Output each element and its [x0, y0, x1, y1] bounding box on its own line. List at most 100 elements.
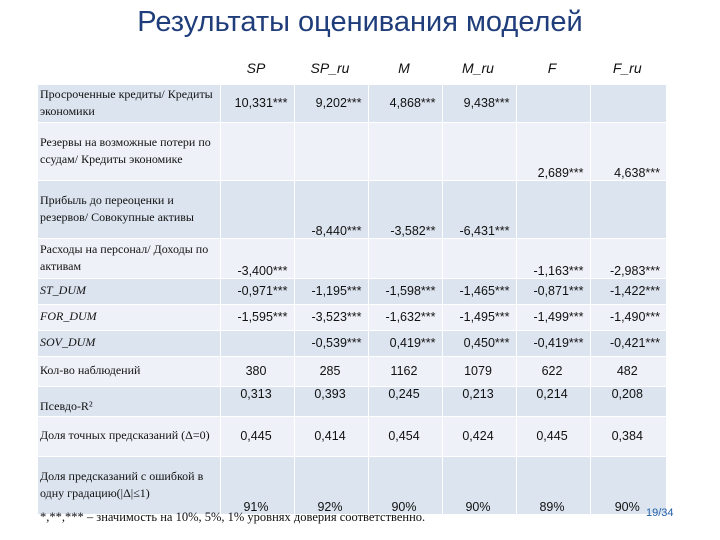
- cell-value: 0,245: [367, 386, 442, 417]
- cell-value: 622: [515, 356, 590, 387]
- col-header-m-ru: M_ru: [441, 52, 516, 85]
- cell-value: [219, 122, 294, 181]
- cell-value: 1079: [441, 356, 516, 387]
- cell-value: 89%: [515, 456, 590, 515]
- cell-value: 4,638***: [589, 122, 666, 181]
- cell-value: [515, 180, 590, 239]
- cell-value: 90%: [367, 456, 442, 515]
- cell-value: 91%: [219, 456, 294, 515]
- cell-value: -1,499***: [515, 304, 590, 331]
- table-row-overdue-loans: Просроченные кредиты/ Кредиты экономики …: [38, 84, 666, 123]
- row-label: FOR_DUM: [38, 304, 220, 331]
- cell-value: -1,422***: [589, 278, 666, 305]
- table-row-observations: Кол-во наблюдений 380 285 1162 1079 622 …: [38, 356, 666, 387]
- table-row-st-dum: ST_DUM -0,971*** -1,195*** -1,598*** -1,…: [38, 278, 666, 305]
- col-header-f: F: [515, 52, 590, 85]
- cell-value: 482: [589, 356, 666, 387]
- cell-value: -1,495***: [441, 304, 516, 331]
- cell-value: -3,400***: [219, 238, 294, 279]
- row-label: Доля предсказаний с ошибкой в одну града…: [38, 456, 220, 515]
- cell-value: -0,421***: [589, 330, 666, 357]
- cell-value: -1,490***: [589, 304, 666, 331]
- col-header-f-ru: F_ru: [589, 52, 666, 85]
- row-label: Просроченные кредиты/ Кредиты экономики: [38, 84, 220, 123]
- table-row-sov-dum: SOV_DUM -0,539*** 0,419*** 0,450*** -0,4…: [38, 330, 666, 357]
- cell-value: -0,871***: [515, 278, 590, 305]
- cell-value: -2,983***: [589, 238, 666, 279]
- cell-value: 0,445: [515, 416, 590, 457]
- cell-value: 92%: [293, 456, 368, 515]
- cell-value: [367, 122, 442, 181]
- cell-value: 9,202***: [293, 84, 368, 123]
- header-row: SP SP_ru M M_ru F F_ru: [38, 52, 666, 85]
- slide-title: Результаты оценивания моделей: [137, 6, 583, 38]
- cell-value: 1162: [367, 356, 442, 387]
- cell-value: 0,450***: [441, 330, 516, 357]
- cell-value: -1,163***: [515, 238, 590, 279]
- row-label: Доля точных предсказаний (Δ=0): [38, 416, 220, 457]
- page-number: 19/34: [646, 507, 674, 519]
- table-row-exact-predictions: Доля точных предсказаний (Δ=0) 0,445 0,4…: [38, 416, 666, 457]
- cell-value: [293, 122, 368, 181]
- cell-value: -1,465***: [441, 278, 516, 305]
- cell-value: 0,208: [589, 386, 666, 417]
- row-label: Прибыль до переоценки и резервов/ Совоку…: [38, 180, 220, 239]
- col-header-sp-ru: SP_ru: [293, 52, 368, 85]
- cell-value: 285: [293, 356, 368, 387]
- cell-value: -1,595***: [219, 304, 294, 331]
- table-row-profit-assets: Прибыль до переоценки и резервов/ Совоку…: [38, 180, 666, 239]
- cell-value: [367, 238, 442, 279]
- cell-value: 0,414: [293, 416, 368, 457]
- cell-value: -1,195***: [293, 278, 368, 305]
- cell-value: [219, 180, 294, 239]
- row-label: Псевдо-R²: [38, 386, 220, 417]
- row-label: Кол-во наблюдений: [38, 356, 220, 387]
- cell-value: 0,213: [441, 386, 516, 417]
- cell-value: 4,868***: [367, 84, 442, 123]
- header-corner: [38, 52, 220, 85]
- results-table: SP SP_ru M M_ru F F_ru Просроченные кред…: [38, 52, 666, 515]
- cell-value: 0,424: [441, 416, 516, 457]
- cell-value: -8,440***: [293, 180, 368, 239]
- row-label: Резервы на возможные потери по ссудам/ К…: [38, 122, 220, 181]
- table-row-loan-loss-reserves: Резервы на возможные потери по ссудам/ К…: [38, 122, 666, 181]
- cell-value: 0,419***: [367, 330, 442, 357]
- cell-value: [515, 84, 590, 123]
- cell-value: 2,689***: [515, 122, 590, 181]
- cell-value: 0,445: [219, 416, 294, 457]
- row-label: ST_DUM: [38, 278, 220, 305]
- table-row-for-dum: FOR_DUM -1,595*** -3,523*** -1,632*** -1…: [38, 304, 666, 331]
- cell-value: 0,384: [589, 416, 666, 457]
- cell-value: -0,539***: [293, 330, 368, 357]
- cell-value: 0,454: [367, 416, 442, 457]
- cell-value: [589, 84, 666, 123]
- significance-footnote: *,**,*** – значимость на 10%, 5%, 1% уро…: [40, 510, 426, 524]
- cell-value: 380: [219, 356, 294, 387]
- cell-value: [589, 180, 666, 239]
- cell-value: 0,214: [515, 386, 590, 417]
- cell-value: -0,419***: [515, 330, 590, 357]
- cell-value: -6,431***: [441, 180, 516, 239]
- cell-value: -3,523***: [293, 304, 368, 331]
- cell-value: 90%: [441, 456, 516, 515]
- cell-value: -1,632***: [367, 304, 442, 331]
- cell-value: -3,582**: [367, 180, 442, 239]
- cell-value: 90%: [589, 456, 666, 515]
- table-row-one-grade-error: Доля предсказаний с ошибкой в одну града…: [38, 456, 666, 515]
- cell-value: 0,393: [293, 386, 368, 417]
- cell-value: [293, 238, 368, 279]
- cell-value: [219, 330, 294, 357]
- cell-value: 10,331***: [219, 84, 294, 123]
- table-row-personnel-expenses: Расходы на персонал/ Доходы по активам -…: [38, 238, 666, 279]
- cell-value: 0,313: [219, 386, 294, 417]
- cell-value: [441, 122, 516, 181]
- cell-value: -1,598***: [367, 278, 442, 305]
- row-label: SOV_DUM: [38, 330, 220, 357]
- col-header-m: M: [367, 52, 442, 85]
- cell-value: -0,971***: [219, 278, 294, 305]
- cell-value: 9,438***: [441, 84, 516, 123]
- table-row-pseudo-r2: Псевдо-R² 0,313 0,393 0,245 0,213 0,214 …: [38, 386, 666, 417]
- col-header-sp: SP: [219, 52, 294, 85]
- row-label: Расходы на персонал/ Доходы по активам: [38, 238, 220, 279]
- cell-value: [441, 238, 516, 279]
